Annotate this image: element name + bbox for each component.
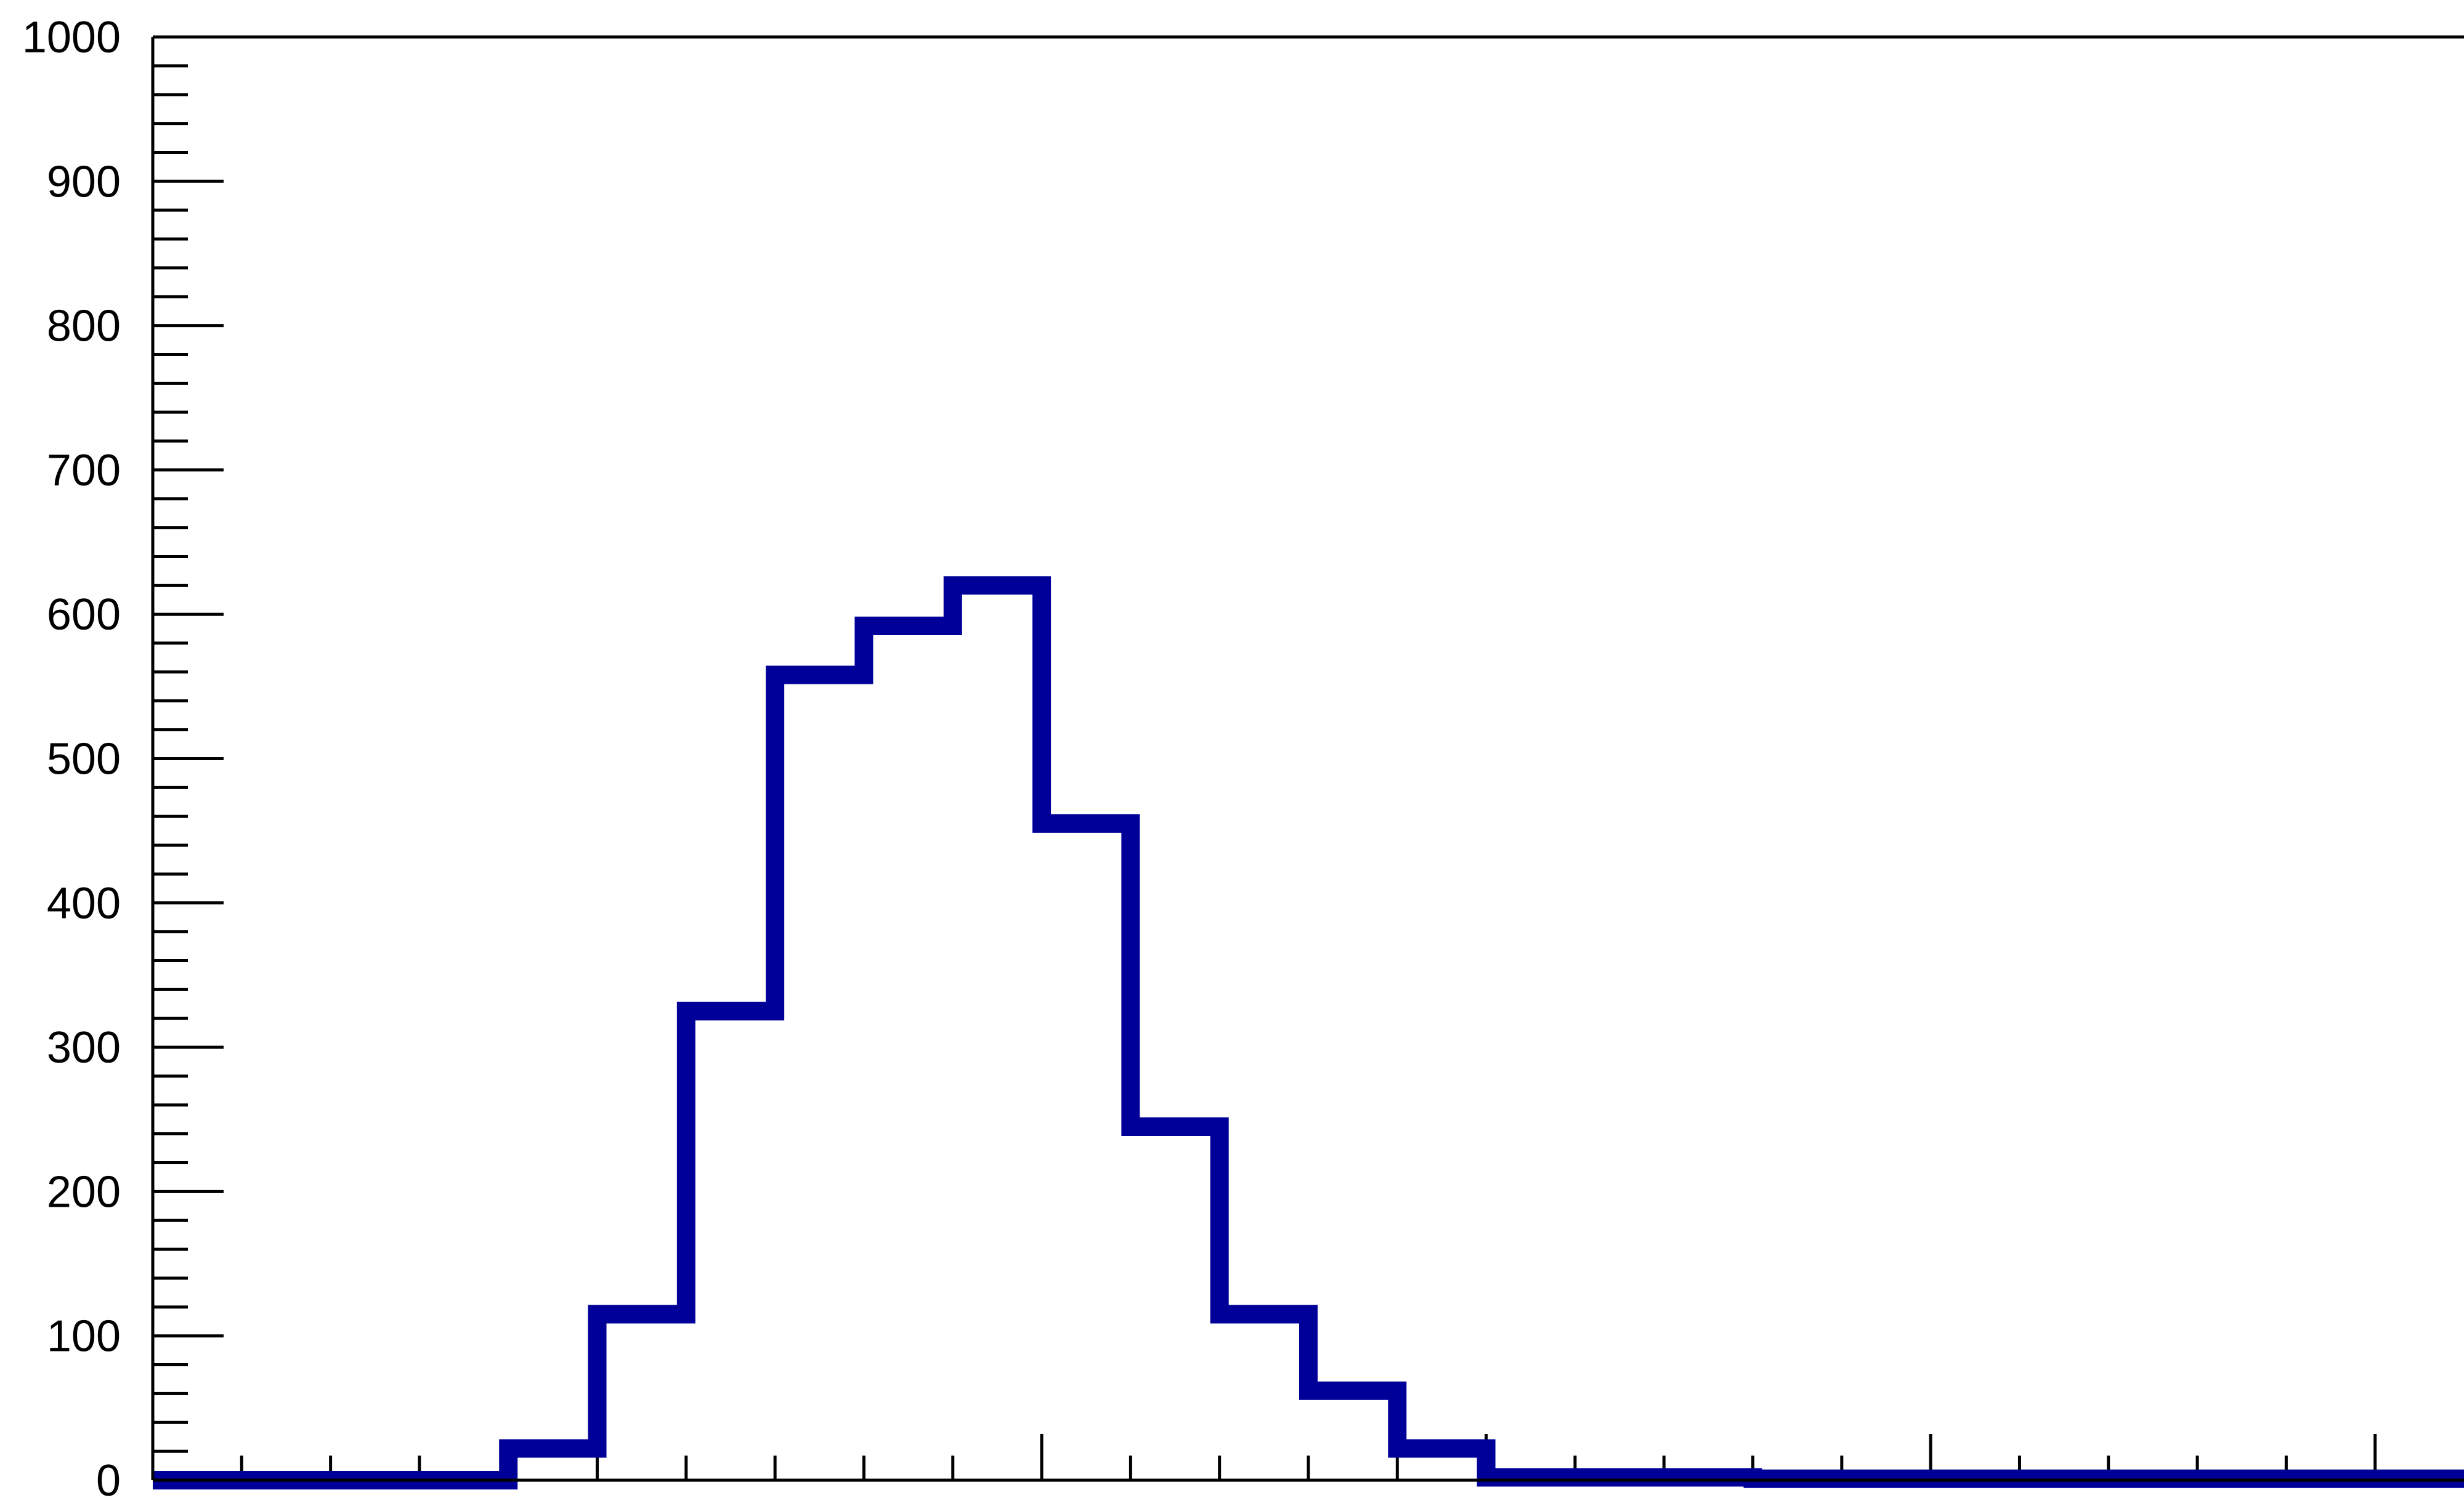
- y-tick-label: 1000: [22, 13, 121, 62]
- y-tick-label: 400: [47, 879, 121, 928]
- y-tick-label: 500: [47, 735, 121, 784]
- y-axis-ticks: [153, 35, 224, 1482]
- y-axis-labels: 0 100 200 300 400 500 600 700 800 900 1000: [22, 13, 121, 1503]
- y-tick-label: 200: [47, 1167, 121, 1217]
- y-tick-label: 600: [47, 590, 121, 639]
- y-tick-label: 300: [47, 1023, 121, 1072]
- y-tick-label: 700: [47, 446, 121, 495]
- y-tick-label: 0: [96, 1456, 121, 1503]
- y-tick-label: 100: [47, 1312, 121, 1361]
- y-tick-label: 900: [47, 157, 121, 206]
- x-axis-ticks: [240, 1434, 2377, 1480]
- y-tick-label: 800: [47, 302, 121, 351]
